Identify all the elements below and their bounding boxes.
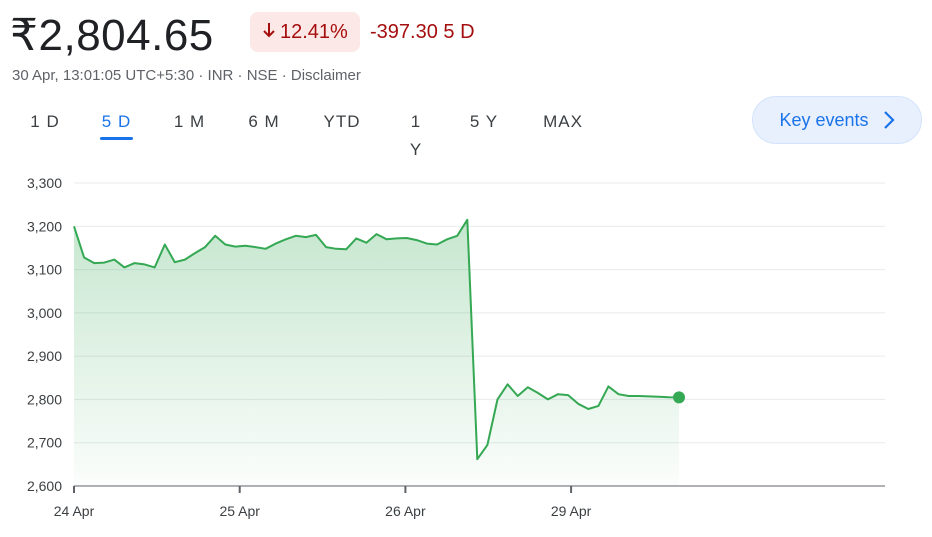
y-axis: 2,600 2,700 2,800 2,900 3,000 3,100 3,200 3,300 bbox=[27, 175, 62, 494]
tab-6m[interactable]: 6 M bbox=[248, 112, 280, 131]
last-price-point[interactable] bbox=[673, 391, 686, 404]
tab-ytd[interactable]: YTD bbox=[323, 112, 361, 131]
y-tick-label: 2,900 bbox=[27, 348, 62, 364]
x-tick-label: 29 Apr bbox=[551, 503, 592, 519]
absolute-change-value: -397.30 bbox=[370, 21, 438, 43]
chevron-right-icon bbox=[883, 111, 895, 129]
y-tick-label: 3,000 bbox=[27, 305, 62, 321]
y-tick-label: 2,600 bbox=[27, 478, 62, 494]
key-events-button[interactable]: Key events bbox=[752, 96, 922, 144]
y-tick-label: 2,800 bbox=[27, 391, 62, 407]
tab-5d[interactable]: 5 D bbox=[100, 108, 133, 140]
tab-max[interactable]: MAX bbox=[543, 112, 583, 131]
y-tick-label: 3,300 bbox=[27, 175, 62, 191]
change-period: 5 D bbox=[443, 21, 475, 43]
quote-meta: 30 Apr, 13:01:05 UTC+5:30 · INR · NSE · … bbox=[12, 67, 361, 84]
x-axis: 24 Apr 25 Apr 26 Apr 29 Apr bbox=[54, 485, 885, 519]
tab-1m[interactable]: 1 M bbox=[173, 112, 206, 131]
tab-1y[interactable]: 1 Y bbox=[409, 112, 423, 159]
absolute-change: -397.30 5 D bbox=[370, 12, 475, 52]
tab-5y[interactable]: 5 Y bbox=[469, 112, 499, 131]
y-tick-label: 2,700 bbox=[27, 435, 62, 451]
x-tick-label: 24 Apr bbox=[54, 503, 95, 519]
key-events-label: Key events bbox=[779, 109, 869, 130]
percent-change-badge: 12.41% bbox=[250, 12, 360, 52]
current-price: ₹2,804.65 bbox=[10, 11, 214, 60]
x-tick-label: 25 Apr bbox=[219, 503, 260, 519]
tab-1d[interactable]: 1 D bbox=[30, 112, 60, 131]
x-tick-label: 26 Apr bbox=[385, 503, 426, 519]
arrow-down-icon bbox=[262, 22, 276, 43]
price-line bbox=[73, 218, 680, 461]
percent-change-value: 12.41% bbox=[280, 20, 348, 43]
price-chart: 2,600 2,700 2,800 2,900 3,000 3,100 3,200 3,300… bbox=[27, 175, 885, 519]
price-area-fill bbox=[74, 219, 679, 487]
y-tick-label: 3,100 bbox=[27, 262, 62, 278]
y-tick-label: 3,200 bbox=[27, 218, 62, 234]
